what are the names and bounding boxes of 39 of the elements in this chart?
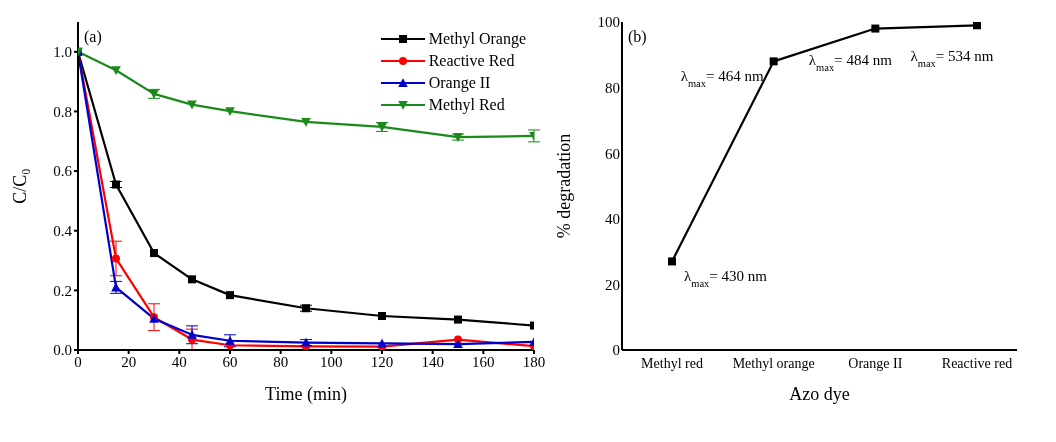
annotation: λ$_{max}$= 430 nm: [684, 268, 768, 289]
annotation: λ$_{max}$= 484 nm: [808, 51, 893, 73]
y-axis-title: C/C₀: [10, 168, 31, 204]
x-axis-title: Azo dye: [789, 384, 850, 404]
y-tick-label: 0.2: [53, 282, 72, 299]
x-axis-title: Time (min): [265, 384, 347, 405]
legend-label: Methyl Red: [428, 96, 505, 114]
x-tick-label: Reactive red: [941, 355, 1013, 371]
legend-label: Reactive Red: [428, 52, 515, 70]
y-tick-label: 80: [605, 79, 620, 96]
annotation: λ$_{max}$= 534 nm: [910, 48, 994, 69]
x-tick-label: Methyl orange: [732, 355, 815, 371]
y-tick-label: 1.0: [53, 44, 72, 61]
legend-label: Methyl Orange: [428, 30, 526, 48]
x-tick-label: Orange II: [848, 355, 903, 371]
y-tick-label: 0.4: [53, 223, 73, 240]
x-tick-label: 100: [320, 353, 343, 370]
x-tick-label: 80: [273, 353, 289, 370]
y-tick-label: 0: [612, 342, 620, 359]
chart-title: (a): [84, 28, 102, 46]
x-tick-label: 20: [121, 353, 137, 370]
chart-title: (b): [628, 28, 647, 46]
x-tick-label: 180: [522, 353, 546, 370]
x-tick-label: 60: [222, 353, 238, 370]
x-tick-label: 140: [421, 353, 444, 370]
y-tick-label: 60: [605, 145, 620, 162]
annotation: λ$_{max}$= 464 nm: [680, 68, 764, 89]
y-tick-label: 0.6: [53, 163, 73, 180]
y-tick-label: 100: [597, 14, 620, 31]
y-axis-title: % degradation: [554, 133, 575, 239]
x-tick-label: 40: [171, 353, 187, 370]
y-tick-label: 20: [605, 276, 620, 293]
legend-label: Orange II: [428, 74, 491, 92]
x-tick-label: 160: [472, 353, 495, 370]
y-tick-label: 40: [605, 211, 620, 228]
x-tick-label: 120: [370, 353, 394, 370]
y-tick-label: 0.0: [53, 342, 72, 359]
y-tick-label: 0.8: [53, 103, 72, 120]
x-tick-label: Methyl red: [641, 355, 703, 371]
